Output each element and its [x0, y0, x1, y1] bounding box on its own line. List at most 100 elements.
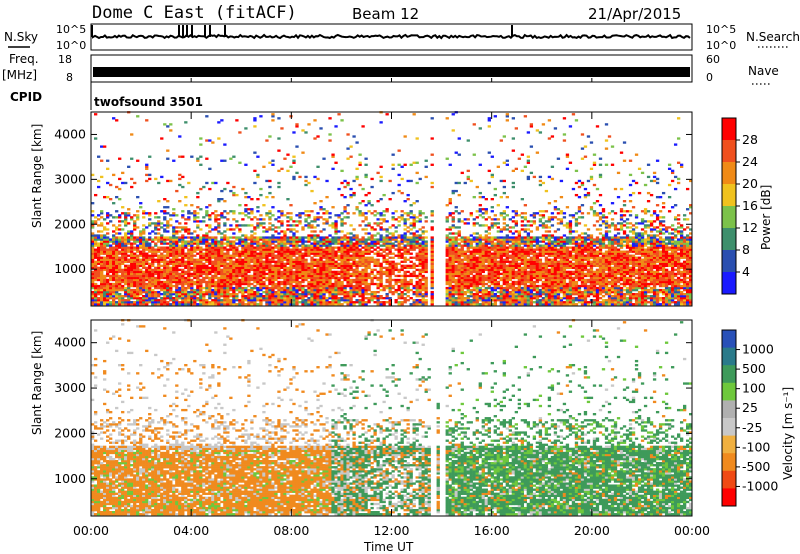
- heatmap-cell: [301, 268, 305, 272]
- heatmap-cell: [148, 268, 152, 272]
- heatmap-cell: [190, 272, 194, 276]
- heatmap-cell: [202, 276, 206, 280]
- heatmap-cell: [457, 153, 461, 156]
- heatmap-cell: [286, 242, 290, 245]
- heatmap-cell: [124, 274, 128, 278]
- heatmap-cell: [112, 173, 116, 177]
- heatmap-cell: [304, 240, 308, 243]
- heatmap-cell: [394, 238, 398, 241]
- heatmap-cell: [241, 297, 245, 300]
- heatmap-cell: [121, 286, 125, 290]
- heatmap-cell: [187, 270, 191, 274]
- heatmap-cell: [337, 230, 341, 233]
- heatmap-cell: [220, 301, 224, 304]
- heatmap-cell: [484, 240, 488, 243]
- heatmap-cell: [154, 222, 158, 225]
- heatmap-cell: [256, 254, 260, 257]
- heatmap-cell: [136, 159, 140, 162]
- heatmap-cell: [298, 284, 302, 288]
- heatmap-cell: [319, 303, 323, 306]
- heatmap-cell: [349, 254, 353, 257]
- heatmap-cell: [145, 272, 149, 276]
- heatmap-cell: [322, 157, 326, 160]
- heatmap-cell: [106, 236, 110, 239]
- heatmap-cell: [286, 212, 290, 215]
- heatmap-cell: [226, 212, 230, 215]
- heatmap-cell: [355, 238, 359, 241]
- heatmap-cell: [130, 230, 134, 233]
- heatmap-cell: [484, 252, 488, 255]
- heatmap-cell: [352, 244, 356, 247]
- heatmap-cell: [310, 295, 314, 298]
- heatmap-cell: [313, 175, 317, 179]
- heatmap-cell: [388, 303, 392, 306]
- heatmap-cell: [361, 272, 365, 276]
- heatmap-cell: [421, 258, 425, 261]
- heatmap-cell: [304, 258, 308, 261]
- heatmap-cell: [499, 260, 503, 263]
- heatmap-cell: [220, 274, 224, 278]
- heatmap-cell: [349, 288, 353, 292]
- heatmap-cell: [373, 238, 377, 241]
- heatmap-cell: [451, 290, 455, 294]
- heatmap-cell: [106, 295, 110, 298]
- heatmap-cell: [292, 260, 296, 263]
- heatmap-cell: [295, 252, 299, 255]
- heatmap-cell: [103, 256, 107, 259]
- heatmap-cell: [175, 236, 179, 239]
- heatmap-cell: [469, 246, 473, 249]
- heatmap-cell: [484, 248, 488, 251]
- heatmap-cell: [130, 248, 134, 251]
- heatmap-cell: [142, 236, 146, 239]
- heatmap-cell: [334, 270, 338, 274]
- heatmap-cell: [319, 286, 323, 290]
- heatmap-cell: [241, 258, 245, 261]
- heatmap-cell: [343, 242, 347, 245]
- heatmap-cell: [454, 206, 458, 209]
- heatmap-cell: [307, 244, 311, 247]
- heatmap-cell: [199, 260, 203, 263]
- heatmap-cell: [289, 216, 293, 219]
- heatmap-cell: [124, 303, 128, 306]
- heatmap-cell: [388, 198, 392, 201]
- date-label: 21/Apr/2015: [588, 5, 681, 23]
- heatmap-cell: [202, 301, 206, 304]
- heatmap-cell: [163, 250, 167, 253]
- heatmap-cell: [223, 284, 227, 288]
- heatmap-cell: [274, 240, 278, 243]
- heatmap-cell: [136, 284, 140, 288]
- heatmap-cell: [385, 301, 389, 304]
- heatmap-cell: [112, 240, 116, 243]
- heatmap-cell: [211, 282, 215, 286]
- heatmap-cell: [130, 133, 134, 136]
- heatmap-cell: [115, 250, 119, 253]
- heatmap-cell: [103, 226, 107, 229]
- heatmap-cell: [484, 290, 488, 294]
- heatmap-cell: [361, 299, 365, 302]
- heatmap-cell: [175, 189, 179, 193]
- heatmap-cell: [208, 224, 212, 227]
- heatmap-cell: [253, 286, 257, 290]
- heatmap-cell: [307, 282, 311, 286]
- heatmap-cell: [283, 242, 287, 245]
- heatmap-cell: [100, 212, 104, 215]
- heatmap-cell: [331, 303, 335, 306]
- heatmap-cell: [325, 270, 329, 274]
- heatmap-cell: [175, 292, 179, 296]
- heatmap-cell: [487, 268, 491, 272]
- heatmap-cell: [499, 252, 503, 255]
- heatmap-cell: [163, 297, 167, 300]
- heatmap-cell: [415, 256, 419, 259]
- heatmap-cell: [421, 246, 425, 249]
- heatmap-cell: [223, 159, 227, 162]
- heatmap-cell: [334, 288, 338, 292]
- heatmap-cell: [253, 169, 257, 173]
- heatmap-cell: [118, 177, 122, 181]
- heatmap-cell: [382, 214, 386, 217]
- heatmap-cell: [328, 280, 332, 284]
- heatmap-cell: [157, 299, 161, 302]
- heatmap-cell: [166, 290, 170, 294]
- heatmap-cell: [178, 200, 182, 203]
- heatmap-cell: [244, 224, 248, 227]
- heatmap-cell: [130, 280, 134, 284]
